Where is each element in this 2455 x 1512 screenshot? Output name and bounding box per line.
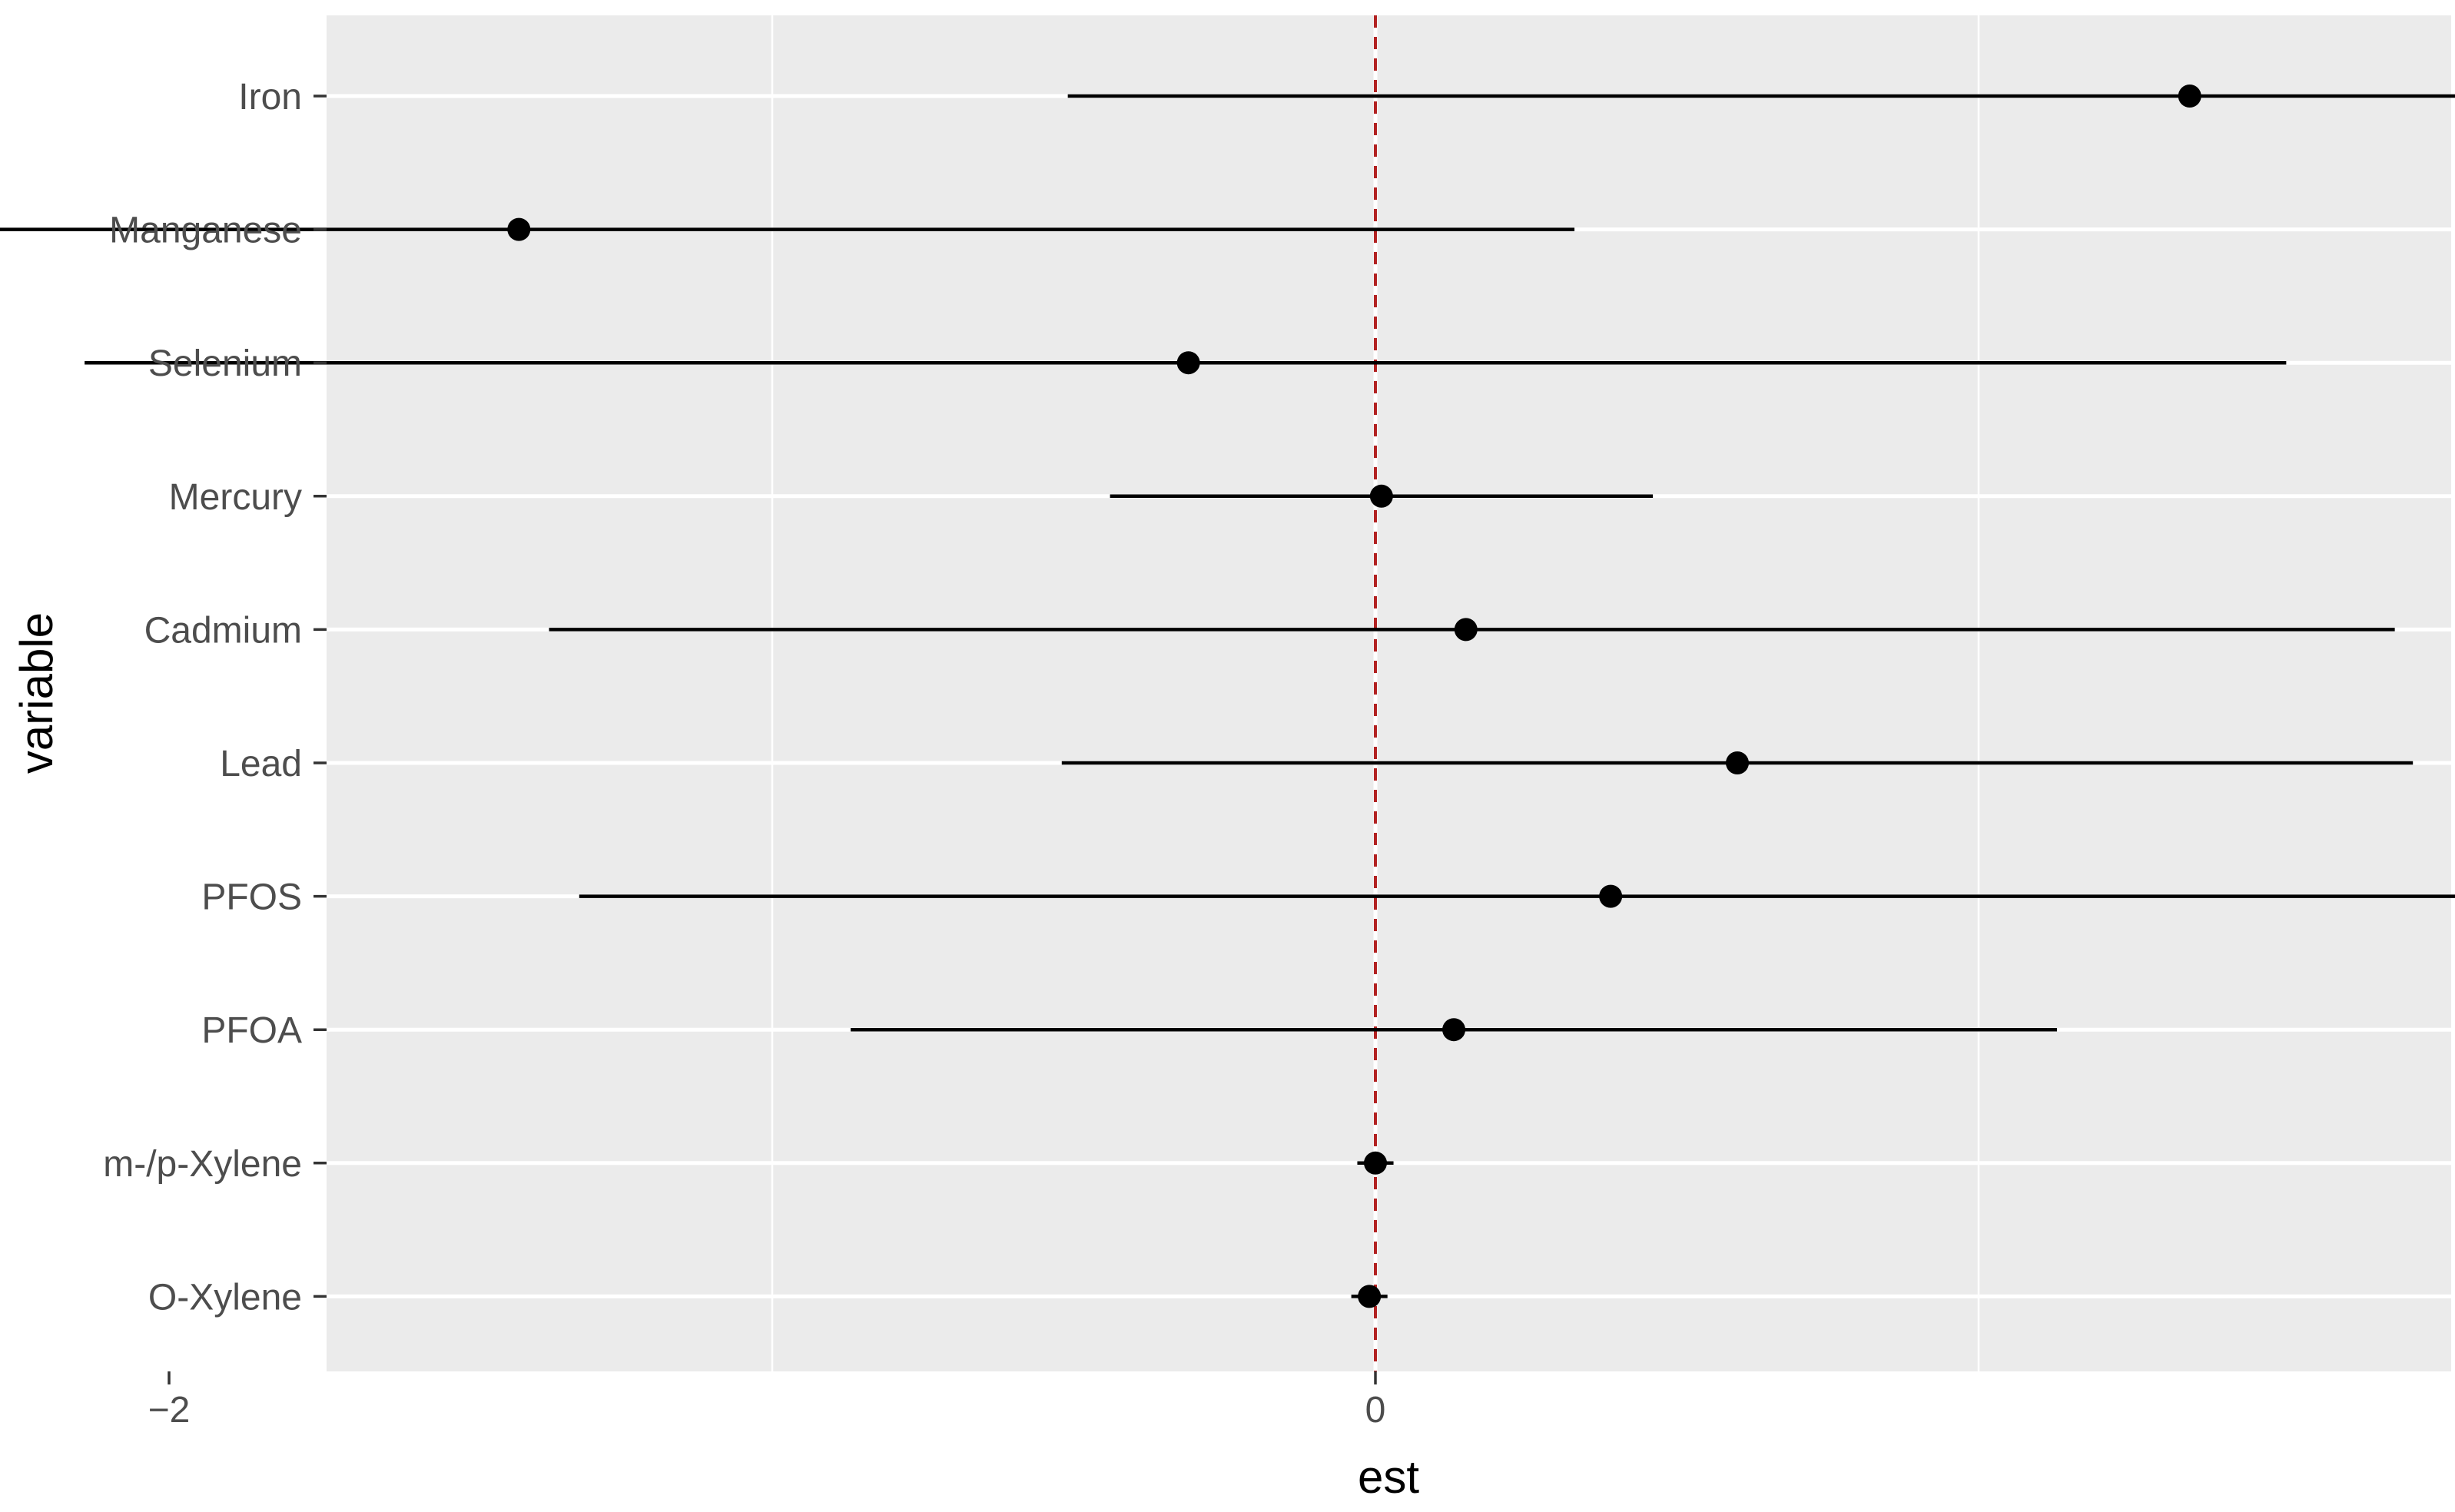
y-tick-label: PFOA [201, 1010, 302, 1051]
point-PFOA [1442, 1018, 1466, 1042]
point-Selenium [1176, 351, 1200, 375]
point-Manganese [507, 217, 531, 241]
point-m-/p-Xylene [1364, 1151, 1387, 1175]
y-axis-title: variable [11, 612, 62, 774]
y-tick-label: Mercury [169, 477, 302, 518]
point-Mercury [1369, 484, 1393, 508]
y-axis-ticks: Iron Manganese Selenium Mercury Cadmium Lead P… [103, 77, 327, 1318]
y-tick-label: Selenium [148, 343, 302, 384]
x-axis-title: est [1358, 1451, 1419, 1503]
point-Cadmium [1454, 618, 1478, 642]
estimate-points [507, 85, 2201, 1308]
y-tick-label: Iron [238, 77, 302, 118]
y-tick-label: Lead [220, 744, 302, 784]
x-axis-ticks: −202 [148, 1371, 1386, 1431]
x-tick-label: −2 [148, 1390, 191, 1431]
y-tick-label: PFOS [201, 877, 302, 918]
y-tick-label: O-Xylene [148, 1277, 302, 1318]
y-tick-label: m-/p-Xylene [103, 1144, 302, 1185]
y-tick-label: Manganese [109, 211, 302, 251]
plot-panel [327, 15, 2451, 1371]
point-O-Xylene [1358, 1285, 1382, 1308]
point-PFOS [1599, 884, 1623, 908]
y-tick-label: Cadmium [144, 610, 302, 651]
x-tick-label: 0 [1365, 1390, 1386, 1431]
point-Lead [1726, 751, 1749, 774]
point-Iron [2178, 85, 2201, 108]
grid-minor [771, 15, 1980, 1371]
